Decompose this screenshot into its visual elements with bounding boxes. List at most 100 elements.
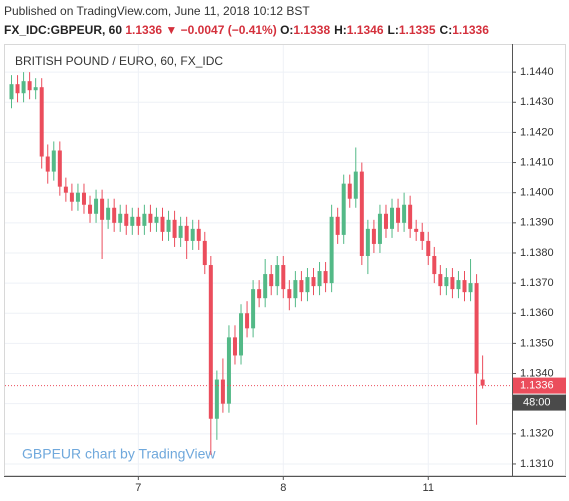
- candle-body: [426, 240, 431, 256]
- x-tick-label: 8: [280, 482, 286, 494]
- candle-body: [75, 192, 80, 202]
- x-tick-label: 11: [423, 482, 434, 494]
- y-tick-label: 1.1380: [520, 247, 554, 259]
- candle-body: [335, 216, 340, 235]
- candle-body: [414, 228, 419, 232]
- candle-body: [245, 313, 250, 329]
- candle-body: [21, 81, 26, 94]
- ohlc-label: H:: [334, 23, 347, 37]
- candle-body: [9, 84, 14, 100]
- candle-body: [160, 216, 165, 232]
- last-price-label: 1.1336: [520, 379, 554, 391]
- candle-body: [190, 228, 195, 241]
- candle-body: [124, 213, 129, 226]
- candle-body: [329, 216, 334, 284]
- candle-body: [148, 213, 153, 223]
- candle-body: [420, 231, 425, 241]
- candle-body: [438, 274, 443, 287]
- candle-body: [450, 277, 455, 290]
- chart-frame: [4, 44, 566, 476]
- y-tick-label: 1.1410: [520, 156, 554, 168]
- published-line: Published on TradingView.com, June 11, 2…: [4, 4, 310, 18]
- candle-body: [15, 84, 20, 94]
- candle-body: [39, 87, 44, 157]
- last-price: 1.1336: [125, 23, 163, 37]
- candle-body: [63, 186, 68, 193]
- y-tick-label: 1.1370: [520, 277, 554, 289]
- candle-body: [208, 265, 213, 419]
- candle-body: [57, 150, 62, 187]
- x-tick-label: 7: [135, 482, 141, 494]
- candle-body: [390, 207, 395, 229]
- change: −0.0047 (−0.41%): [180, 23, 277, 37]
- candle-body: [474, 283, 479, 374]
- candle-body: [305, 277, 310, 293]
- candle-body: [118, 213, 123, 223]
- candle-body: [202, 240, 207, 266]
- candle-body: [178, 225, 183, 238]
- candle-body: [347, 183, 352, 199]
- watermark: GBPEUR chart by TradingView: [22, 446, 216, 462]
- change-arrow: ▼: [165, 23, 178, 37]
- candle-body: [69, 192, 74, 202]
- y-tick-label: 1.1350: [520, 337, 554, 349]
- ohlc-label: C:: [439, 23, 453, 37]
- candle-body: [136, 216, 141, 226]
- candle-body: [88, 204, 93, 214]
- candle-body: [353, 171, 358, 199]
- candle-body: [94, 198, 99, 214]
- candle-body: [27, 81, 32, 91]
- candle-body: [257, 289, 262, 299]
- y-tick-label: 1.1430: [520, 96, 554, 108]
- symbol: FX_IDC:GBPEUR, 60: [4, 23, 123, 37]
- candle-body: [81, 192, 86, 205]
- candle-body: [444, 277, 449, 287]
- candle-body: [341, 183, 346, 235]
- candle-body: [383, 213, 388, 229]
- candle-body: [130, 216, 135, 226]
- candle-body: [359, 171, 364, 256]
- candle-body: [402, 204, 407, 223]
- candle-body: [396, 207, 401, 223]
- candle-body: [468, 283, 473, 293]
- candle-body: [106, 207, 111, 220]
- candle-body: [33, 87, 38, 91]
- candle-body: [154, 216, 159, 223]
- candle-body: [480, 379, 485, 386]
- candle-body: [214, 379, 219, 419]
- candle-body: [287, 289, 292, 299]
- candle-body: [232, 337, 237, 356]
- y-tick-label: 1.1400: [520, 187, 554, 199]
- ohlc-label: L:: [387, 23, 399, 37]
- candle-body: [365, 228, 370, 256]
- candle-body: [239, 313, 244, 356]
- symbol-line: FX_IDC:GBPEUR, 60 1.1336 ▼ −0.0047 (−0.4…: [4, 23, 493, 37]
- candle-body: [323, 271, 328, 284]
- chart-title: BRITISH POUND / EURO, 60, FX_IDC: [15, 54, 223, 68]
- ohlc-label: O:: [280, 23, 294, 37]
- candle-body: [184, 225, 189, 241]
- candle-body: [275, 265, 280, 287]
- candle-body: [142, 213, 147, 226]
- ohlc-value: 1.1335: [398, 23, 436, 37]
- y-tick-label: 1.1390: [520, 217, 554, 229]
- candle-body: [172, 219, 177, 238]
- ohlc-value: 1.1346: [346, 23, 384, 37]
- candle-body: [456, 280, 461, 290]
- y-tick-label: 1.1360: [520, 307, 554, 319]
- candle-body: [220, 379, 225, 404]
- ohlc: O:1.1338 H:1.1346 L:1.1335 C:1.1336: [280, 23, 493, 37]
- y-tick-label: 1.1340: [520, 367, 554, 379]
- last-price-tag: [513, 377, 566, 394]
- candle-body: [263, 274, 268, 299]
- ohlc-value: 1.1338: [293, 23, 331, 37]
- candle-body: [293, 280, 298, 299]
- candle-body: [408, 204, 413, 229]
- ohlc-value: 1.1336: [452, 23, 489, 37]
- candle-body: [281, 265, 286, 290]
- candle-body: [432, 255, 437, 275]
- candle-body: [317, 271, 322, 287]
- candle-body: [45, 156, 50, 172]
